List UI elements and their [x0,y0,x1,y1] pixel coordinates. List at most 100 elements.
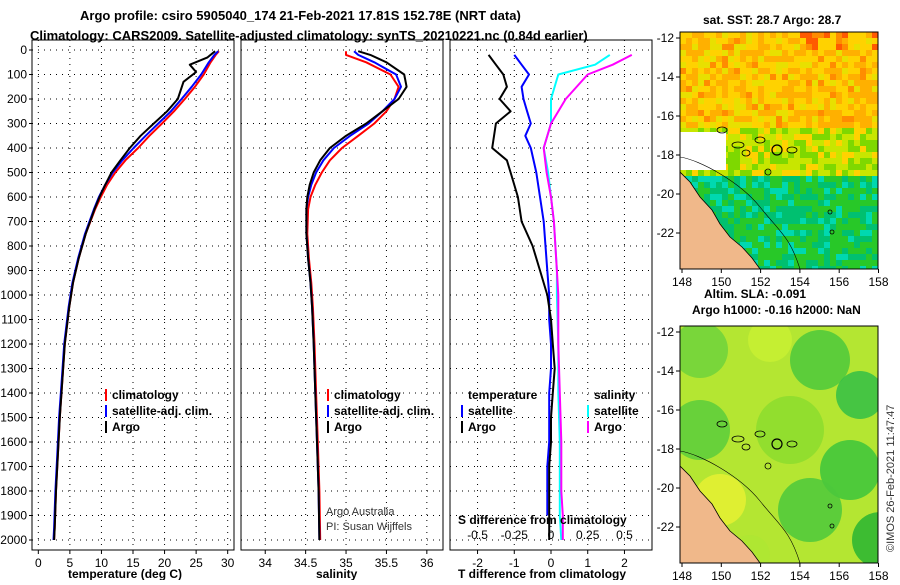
sst-cell [758,212,764,218]
sst-cell [854,266,860,269]
sst-cell [734,92,740,98]
sst-cell [866,122,872,128]
sst-cell [878,140,884,146]
sst-cell [788,212,794,218]
sst-cell [770,44,776,50]
sst-cell [710,86,716,92]
sst-cell [854,260,860,266]
sst-cell [860,134,866,140]
sst-cell [836,224,842,230]
sst-cell [740,68,746,74]
sla-contour-blob [790,330,850,390]
sst-cell [848,122,854,128]
sst-cell [758,146,764,152]
sst-cell [830,146,836,152]
sst-cell [806,176,812,182]
sst-cell [878,176,884,182]
sst-cell [788,50,794,56]
sst-cell [776,44,782,50]
sst-cell [758,224,764,230]
figure-title-line1: Argo profile: csiro 5905040_174 21-Feb-2… [80,8,521,23]
sst-cell [818,218,824,224]
salinity-diff-tick-label: 0.5 [616,528,633,542]
sst-cell [740,224,746,230]
sst-cell [758,104,764,110]
sst-cell [752,104,758,110]
sst-cell [878,182,884,188]
sst-cell [860,230,866,236]
sst-cell [872,146,878,152]
sst-cell [686,176,692,182]
sst-cell [800,200,806,206]
sst-cell [728,206,734,212]
sst-cell [752,236,758,242]
sst-cell [788,38,794,44]
sst-cell [746,62,752,68]
sst-cell [872,98,878,104]
sst-cell [860,110,866,116]
sst-cell [842,260,848,266]
sst-cell [860,146,866,152]
sst-cell [800,206,806,212]
sst-cell [710,32,716,38]
sst-cell [872,134,878,140]
sst-cell [854,218,860,224]
sst-cell [812,62,818,68]
sst-cell [770,134,776,140]
sst-cell [770,104,776,110]
sst-cell [704,62,710,68]
sst-cell [878,134,884,140]
sst-cell [710,182,716,188]
sst-cell [824,170,830,176]
sst-cell [794,206,800,212]
map-y-tick-label: -18 [657,148,675,162]
sst-cell [872,80,878,86]
sst-cell [740,104,746,110]
x-tick-label: 1 [584,556,591,570]
sst-cell [770,212,776,218]
sst-cell [698,128,704,134]
legend-label-temp-satellite: satellite [468,404,513,418]
sst-cell [752,68,758,74]
sst-cell [716,68,722,74]
sst-cell [758,44,764,50]
sst-cell [722,206,728,212]
sst-cell [836,86,842,92]
sst-cell [764,128,770,134]
sst-cell [788,122,794,128]
sst-cell [854,242,860,248]
sst-cell [848,68,854,74]
sst-cell [824,104,830,110]
sst-cell [710,44,716,50]
figure-title-line2: Climatology: CARS2009. Satellite-adjuste… [30,28,588,43]
sst-cell [764,68,770,74]
sst-cell [830,74,836,80]
sst-cell [752,116,758,122]
sst-cell [824,188,830,194]
sst-cell [872,122,878,128]
depth-tick-label: 100 [7,68,27,82]
sst-cell [758,50,764,56]
sst-cell [812,188,818,194]
sst-cell [806,68,812,74]
sst-cell [818,92,824,98]
sst-cell [734,104,740,110]
depth-tick-label: 500 [7,166,27,180]
x-tick-label: 30 [221,556,235,570]
map-x-tick-label: 156 [829,569,849,580]
sst-cell [812,104,818,110]
sst-cell [848,56,854,62]
sst-cell [800,218,806,224]
sst-cell [842,110,848,116]
sst-cell [872,110,878,116]
sst-cell [710,68,716,74]
sst-cell [872,176,878,182]
sst-cell [704,50,710,56]
sst-cell [770,62,776,68]
sst-cell [794,152,800,158]
sst-cell [812,170,818,176]
x-tick-label: 5 [67,556,74,570]
sst-cell [848,224,854,230]
x-tick-label: -1 [509,556,520,570]
series-line-salinity-argo [542,54,633,540]
